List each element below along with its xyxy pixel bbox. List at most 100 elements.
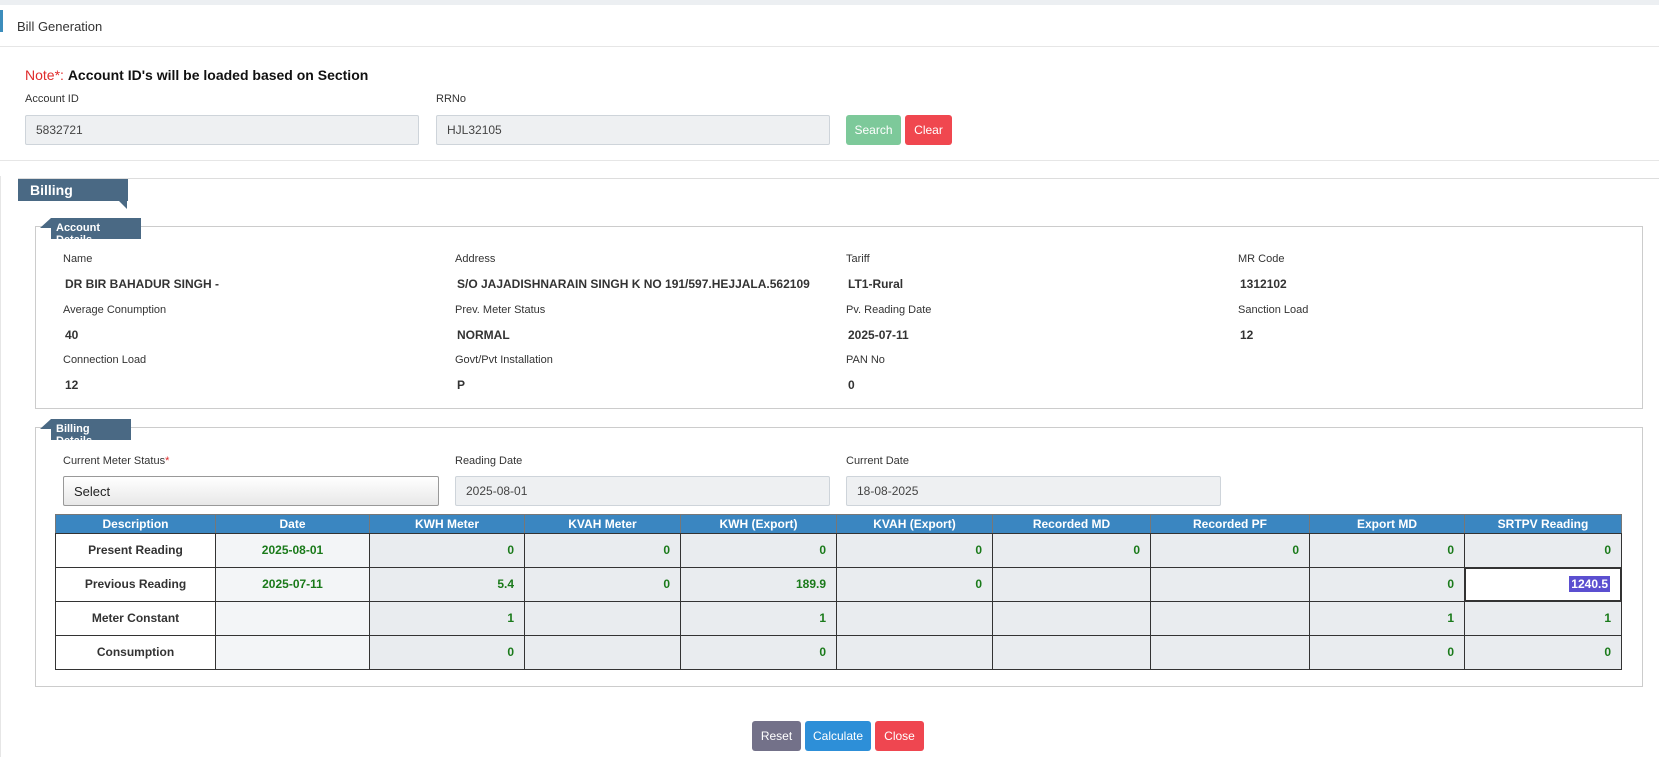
- cell: 0: [524, 567, 681, 602]
- field-label: PAN No: [846, 354, 885, 366]
- field-value: 12: [65, 378, 79, 392]
- cell: 2025-07-11: [215, 567, 370, 602]
- text-input[interactable]: 2025-08-01: [455, 476, 830, 506]
- selected-text: 1240.5: [1569, 576, 1610, 592]
- billing-box: [35, 427, 1643, 687]
- field-label: Tariff: [846, 253, 870, 265]
- text-input[interactable]: 5832721: [25, 115, 419, 145]
- accent-bar: [0, 10, 3, 32]
- field-value: 12: [1240, 328, 1254, 342]
- field-value: P: [457, 378, 466, 392]
- cell: 0: [680, 635, 837, 670]
- field-label: Reading Date: [455, 455, 523, 467]
- note-prefix: Note*:: [25, 67, 64, 83]
- field-label: Sanction Load: [1238, 304, 1309, 316]
- field-label: MR Code: [1238, 253, 1285, 265]
- column-header: Recorded MD: [992, 514, 1151, 534]
- column-header: KWH Meter: [369, 514, 525, 534]
- cell: 0: [836, 533, 993, 568]
- page-title: Bill Generation: [17, 19, 103, 34]
- legend-tab: Billing Details: [51, 419, 131, 447]
- note-text: Account ID's will be loaded based on Sec…: [67, 67, 369, 83]
- column-header: SRTPV Reading: [1464, 514, 1622, 534]
- required-mark: *: [165, 455, 170, 467]
- button[interactable]: Reset: [752, 721, 801, 751]
- field-label: Connection Load: [63, 354, 147, 366]
- tab-fold: [119, 201, 127, 209]
- cell: [992, 635, 1151, 670]
- field-label: Account ID: [25, 93, 79, 105]
- cell: [1150, 567, 1310, 602]
- select[interactable]: Select: [63, 476, 439, 506]
- divider: [0, 46, 1659, 47]
- field-value: 40: [65, 328, 79, 342]
- row-label: Present Reading: [55, 533, 216, 568]
- column-header: Export MD: [1309, 514, 1465, 534]
- cell: 0: [369, 635, 525, 670]
- column-header: Description: [55, 514, 216, 534]
- button[interactable]: Calculate: [805, 721, 871, 751]
- field-label: Average Conumption: [63, 304, 167, 316]
- field-value: DR BIR BAHADUR SINGH -: [65, 277, 219, 291]
- field-value: 1312102: [1240, 277, 1287, 291]
- cell: 0: [1309, 533, 1465, 568]
- text-input[interactable]: 18-08-2025: [846, 476, 1221, 506]
- cell: 0: [1464, 533, 1622, 568]
- field-label: RRNo: [436, 93, 466, 105]
- cell: 0: [1464, 635, 1622, 670]
- column-header: Recorded PF: [1150, 514, 1310, 534]
- divider: [18, 178, 1659, 179]
- cell[interactable]: 1240.5: [1464, 567, 1622, 602]
- field-label: Current Meter Status*: [63, 455, 170, 467]
- button[interactable]: Search: [846, 115, 901, 145]
- field-label: Address: [455, 253, 496, 265]
- field-value: LT1-Rural: [848, 277, 904, 291]
- button[interactable]: Close: [875, 721, 924, 751]
- billing-tab[interactable]: Billing Details: [18, 179, 128, 214]
- cell: 1: [680, 601, 837, 636]
- cell: [836, 635, 993, 670]
- cell: 1: [1309, 601, 1465, 636]
- legend-fold: [40, 419, 51, 429]
- cell: 0: [680, 533, 837, 568]
- legend-fold: [40, 218, 51, 228]
- cell: [215, 635, 370, 670]
- cell: [215, 601, 370, 636]
- column-header: KVAH (Export): [836, 514, 993, 534]
- field-value: 2025-07-11: [848, 328, 909, 342]
- field-label: Pv. Reading Date: [846, 304, 932, 316]
- cell: 1: [369, 601, 525, 636]
- column-header: KWH (Export): [680, 514, 837, 534]
- cell: 0: [1309, 635, 1465, 670]
- account-box: [35, 226, 1643, 409]
- field-value: S/O JAJADISHNARAIN SINGH K NO 191/597.HE…: [457, 277, 810, 291]
- button[interactable]: Clear: [905, 115, 952, 145]
- row-label: Consumption: [55, 635, 216, 670]
- note: Note*: Account ID's will be loaded based…: [25, 67, 368, 83]
- cell: 2025-08-01: [215, 533, 370, 568]
- divider: [0, 160, 1659, 161]
- legend-tab: Account Details: [51, 218, 141, 246]
- cell: 0: [836, 567, 993, 602]
- cell: [836, 601, 993, 636]
- field-label: Prev. Meter Status: [455, 304, 546, 316]
- cell: [992, 601, 1151, 636]
- cell: 0: [369, 533, 525, 568]
- cell: 189.9: [680, 567, 837, 602]
- top-strip: [0, 0, 1659, 5]
- text-input[interactable]: HJL32105: [436, 115, 830, 145]
- cell: 0: [992, 533, 1151, 568]
- column-header: KVAH Meter: [524, 514, 681, 534]
- divider: [0, 176, 1, 757]
- row-label: Meter Constant: [55, 601, 216, 636]
- field-label: Name: [63, 253, 93, 265]
- cell: [1150, 635, 1310, 670]
- row-label: Previous Reading: [55, 567, 216, 602]
- column-header: Date: [215, 514, 370, 534]
- cell: 5.4: [369, 567, 525, 602]
- field-label: Govt/Pvt Installation: [455, 354, 553, 366]
- cell: [992, 567, 1151, 602]
- cell: [1150, 601, 1310, 636]
- cell: [524, 635, 681, 670]
